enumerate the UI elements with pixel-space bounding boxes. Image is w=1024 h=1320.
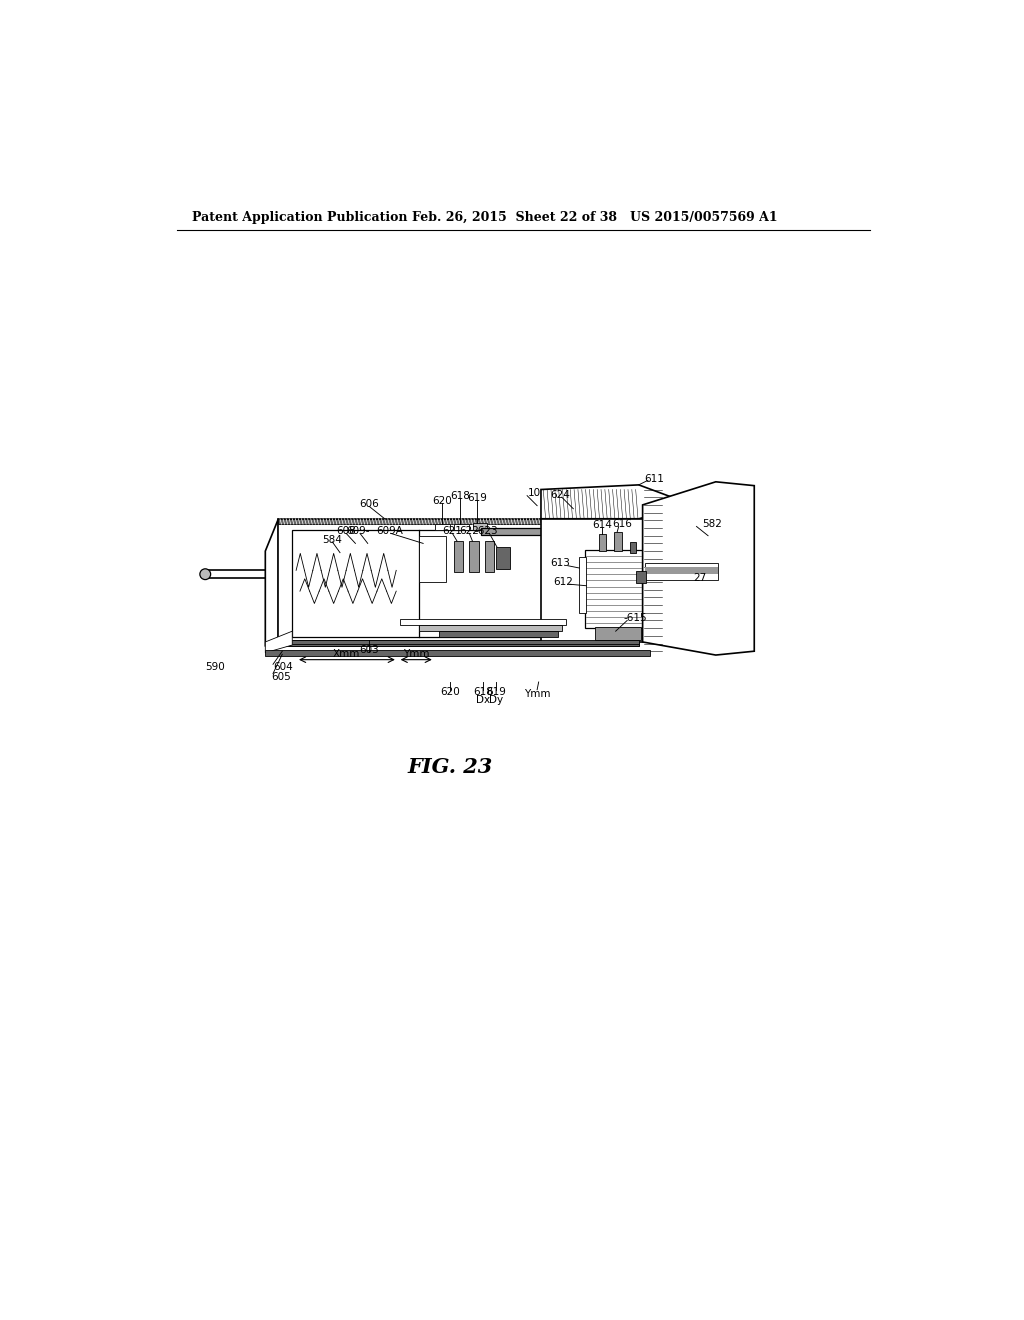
Bar (541, 519, 645, 642)
Text: FIG. 23: FIG. 23 (408, 756, 493, 776)
Text: 622: 622 (460, 527, 479, 536)
Bar (438, 631, 558, 638)
Bar (435, 524, 451, 531)
Polygon shape (265, 519, 279, 645)
Bar (595, 627, 641, 640)
Text: -623: -623 (474, 527, 498, 536)
Bar (279, 640, 639, 644)
Text: Ymm: Ymm (524, 689, 550, 698)
Text: 582: 582 (702, 519, 722, 529)
Bar (599, 535, 606, 552)
Text: 590: 590 (206, 663, 225, 672)
Text: 611: 611 (644, 474, 665, 483)
Text: 619: 619 (467, 492, 487, 503)
Text: Ymm: Ymm (403, 649, 429, 659)
Text: 606: 606 (359, 499, 379, 510)
Bar (481, 528, 565, 535)
Bar (497, 548, 510, 569)
Polygon shape (643, 482, 755, 655)
Polygon shape (265, 631, 292, 653)
Bar (454, 524, 469, 531)
Bar (630, 543, 636, 553)
Text: 605: 605 (271, 672, 291, 681)
Bar (400, 619, 565, 626)
Text: 621: 621 (442, 527, 463, 536)
Bar (585, 549, 643, 628)
Text: 620: 620 (432, 496, 453, 506)
Text: 618: 618 (451, 491, 470, 500)
Text: 608: 608 (336, 527, 356, 536)
Polygon shape (541, 484, 692, 519)
Text: 620: 620 (440, 686, 460, 697)
Circle shape (200, 569, 211, 579)
Text: Dy: Dy (489, 694, 504, 705)
Text: 619: 619 (486, 686, 506, 697)
Bar (279, 640, 639, 645)
Text: 624: 624 (550, 490, 570, 500)
Text: US 2015/0057569 A1: US 2015/0057569 A1 (630, 211, 777, 224)
Bar (469, 541, 478, 572)
Bar (637, 572, 646, 582)
Text: 612: 612 (553, 577, 573, 587)
Text: 616: 616 (612, 519, 632, 529)
Bar (614, 532, 622, 552)
Text: 10: 10 (528, 488, 542, 499)
Text: 604: 604 (273, 663, 293, 672)
Bar (265, 651, 650, 656)
Text: Feb. 26, 2015  Sheet 22 of 38: Feb. 26, 2015 Sheet 22 of 38 (412, 211, 616, 224)
Bar (645, 562, 718, 579)
Text: 609-: 609- (346, 527, 370, 536)
Bar (419, 626, 562, 631)
Text: Patent Application Publication: Patent Application Publication (193, 211, 408, 224)
Bar (279, 519, 639, 645)
Bar (292, 529, 622, 638)
Text: 614: 614 (592, 520, 611, 529)
Text: 27: 27 (693, 573, 707, 583)
Text: Xmm: Xmm (333, 649, 359, 659)
Text: -615: -615 (623, 612, 647, 623)
Text: 603: 603 (359, 644, 379, 655)
Bar (579, 557, 587, 612)
Bar (473, 523, 487, 531)
Bar (645, 568, 718, 574)
Text: 613: 613 (550, 558, 570, 569)
Bar (454, 541, 463, 572)
Text: 618: 618 (473, 686, 494, 697)
Circle shape (630, 548, 636, 554)
Bar (279, 519, 639, 524)
Text: 609A: 609A (376, 527, 402, 536)
Bar (419, 536, 446, 582)
Bar (484, 541, 494, 572)
Text: 584: 584 (323, 535, 342, 545)
Text: Dx: Dx (476, 694, 490, 705)
